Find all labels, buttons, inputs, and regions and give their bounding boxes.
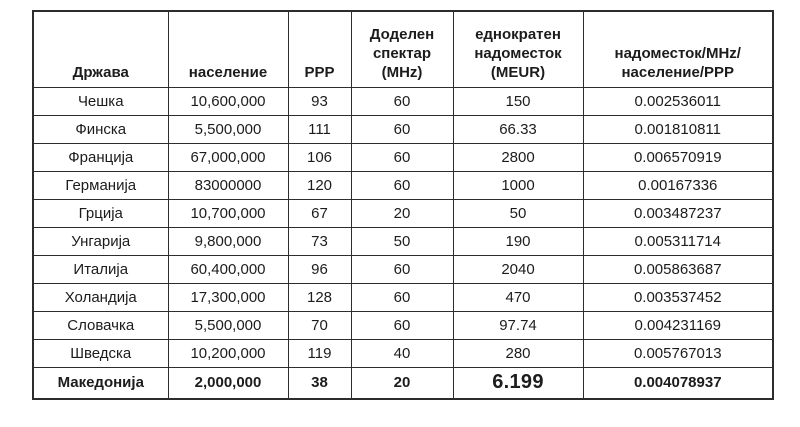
cell-country: Словачка xyxy=(32,310,169,340)
cell-country: Германија xyxy=(32,170,169,200)
cell-ratio: 0.004231169 xyxy=(582,310,774,340)
cell-fee: 97.74 xyxy=(452,310,584,340)
cell-ratio: 0.002536011 xyxy=(582,86,774,116)
cell-population: 9,800,000 xyxy=(167,226,289,256)
cell-country: Холандија xyxy=(32,282,169,312)
column-header-spectrum: Доделен спектар (MHz) xyxy=(350,10,454,88)
header-row: Држава население PPP Доделен спектар (MHz) е… xyxy=(32,10,774,88)
table-row: Шведска 10,200,000 119 40 280 0.005767013 xyxy=(32,338,774,368)
column-header-ratio: надоместок/MHz/ население/PPP xyxy=(582,10,774,88)
column-header-country: Држава xyxy=(32,10,169,88)
cell-ppp: 93 xyxy=(287,86,352,116)
cell-ppp: 106 xyxy=(287,142,352,172)
cell-spectrum: 50 xyxy=(350,226,454,256)
table-row: Франција 67,000,000 106 60 2800 0.006570919 xyxy=(32,142,774,172)
cell-ratio: 0.003487237 xyxy=(582,198,774,228)
cell-population: 60,400,000 xyxy=(167,254,289,284)
cell-population: 17,300,000 xyxy=(167,282,289,312)
summary-cell-ratio: 0.004078937 xyxy=(582,366,774,399)
table-summary: Македонија 2,000,000 38 20 6.199 0.004078937 xyxy=(32,366,774,399)
cell-country: Италија xyxy=(32,254,169,284)
cell-ppp: 120 xyxy=(287,170,352,200)
cell-fee: 470 xyxy=(452,282,584,312)
summary-cell-fee: 6.199 xyxy=(452,366,584,399)
summary-cell-ppp: 38 xyxy=(287,366,352,399)
cell-country: Франција xyxy=(32,142,169,172)
column-header-population: население xyxy=(167,10,289,88)
cell-population: 10,200,000 xyxy=(167,338,289,368)
cell-fee: 1000 xyxy=(452,170,584,200)
cell-population: 67,000,000 xyxy=(167,142,289,172)
cell-country: Шведска xyxy=(32,338,169,368)
cell-population: 10,700,000 xyxy=(167,198,289,228)
table-row: Словачка 5,500,000 70 60 97.74 0.004231169 xyxy=(32,310,774,340)
column-header-fee: еднократен надоместок (MEUR) xyxy=(452,10,584,88)
summary-cell-population: 2,000,000 xyxy=(167,366,289,399)
cell-fee: 66.33 xyxy=(452,114,584,144)
cell-ratio: 0.006570919 xyxy=(582,142,774,172)
cell-fee: 2040 xyxy=(452,254,584,284)
table-row: Чешка 10,600,000 93 60 150 0.002536011 xyxy=(32,86,774,116)
cell-spectrum: 60 xyxy=(350,282,454,312)
cell-ratio: 0.003537452 xyxy=(582,282,774,312)
table-row: Холандија 17,300,000 128 60 470 0.003537452 xyxy=(32,282,774,312)
cell-population: 5,500,000 xyxy=(167,310,289,340)
summary-cell-spectrum: 20 xyxy=(350,366,454,399)
cell-country: Финска xyxy=(32,114,169,144)
cell-spectrum: 40 xyxy=(350,338,454,368)
table-row: Унгарија 9,800,000 73 50 190 0.005311714 xyxy=(32,226,774,256)
table-row: Германија 83000000 120 60 1000 0.00167336 xyxy=(32,170,774,200)
cell-ppp: 111 xyxy=(287,114,352,144)
summary-row: Македонија 2,000,000 38 20 6.199 0.004078937 xyxy=(32,366,774,399)
cell-country: Унгарија xyxy=(32,226,169,256)
cell-country: Грција xyxy=(32,198,169,228)
table-row: Грција 10,700,000 67 20 50 0.003487237 xyxy=(32,198,774,228)
cell-fee: 280 xyxy=(452,338,584,368)
cell-ppp: 128 xyxy=(287,282,352,312)
cell-spectrum: 60 xyxy=(350,86,454,116)
cell-country: Чешка xyxy=(32,86,169,116)
cell-ratio: 0.005311714 xyxy=(582,226,774,256)
cell-population: 5,500,000 xyxy=(167,114,289,144)
cell-ppp: 73 xyxy=(287,226,352,256)
cell-spectrum: 60 xyxy=(350,254,454,284)
cell-ratio: 0.005767013 xyxy=(582,338,774,368)
table-body: Чешка 10,600,000 93 60 150 0.002536011 Финска 5… xyxy=(32,86,774,368)
cell-ppp: 67 xyxy=(287,198,352,228)
table-row: Финска 5,500,000 111 60 66.33 0.001810811 xyxy=(32,114,774,144)
spectrum-fees-table: Држава население PPP Доделен спектар (MHz) е… xyxy=(32,10,774,400)
cell-ratio: 0.001810811 xyxy=(582,114,774,144)
cell-fee: 50 xyxy=(452,198,584,228)
cell-fee: 150 xyxy=(452,86,584,116)
summary-cell-country: Македонија xyxy=(32,366,169,399)
cell-spectrum: 60 xyxy=(350,114,454,144)
cell-ratio: 0.00167336 xyxy=(582,170,774,200)
cell-population: 83000000 xyxy=(167,170,289,200)
cell-fee: 190 xyxy=(452,226,584,256)
cell-ppp: 70 xyxy=(287,310,352,340)
cell-spectrum: 60 xyxy=(350,142,454,172)
cell-population: 10,600,000 xyxy=(167,86,289,116)
table-header: Држава население PPP Доделен спектар (MHz) е… xyxy=(32,10,774,88)
cell-spectrum: 60 xyxy=(350,310,454,340)
table-row: Италија 60,400,000 96 60 2040 0.005863687 xyxy=(32,254,774,284)
cell-ratio: 0.005863687 xyxy=(582,254,774,284)
column-header-ppp: PPP xyxy=(287,10,352,88)
cell-fee: 2800 xyxy=(452,142,584,172)
cell-ppp: 119 xyxy=(287,338,352,368)
cell-ppp: 96 xyxy=(287,254,352,284)
cell-spectrum: 60 xyxy=(350,170,454,200)
cell-spectrum: 20 xyxy=(350,198,454,228)
table-container: Држава население PPP Доделен спектар (MHz) е… xyxy=(32,10,774,400)
